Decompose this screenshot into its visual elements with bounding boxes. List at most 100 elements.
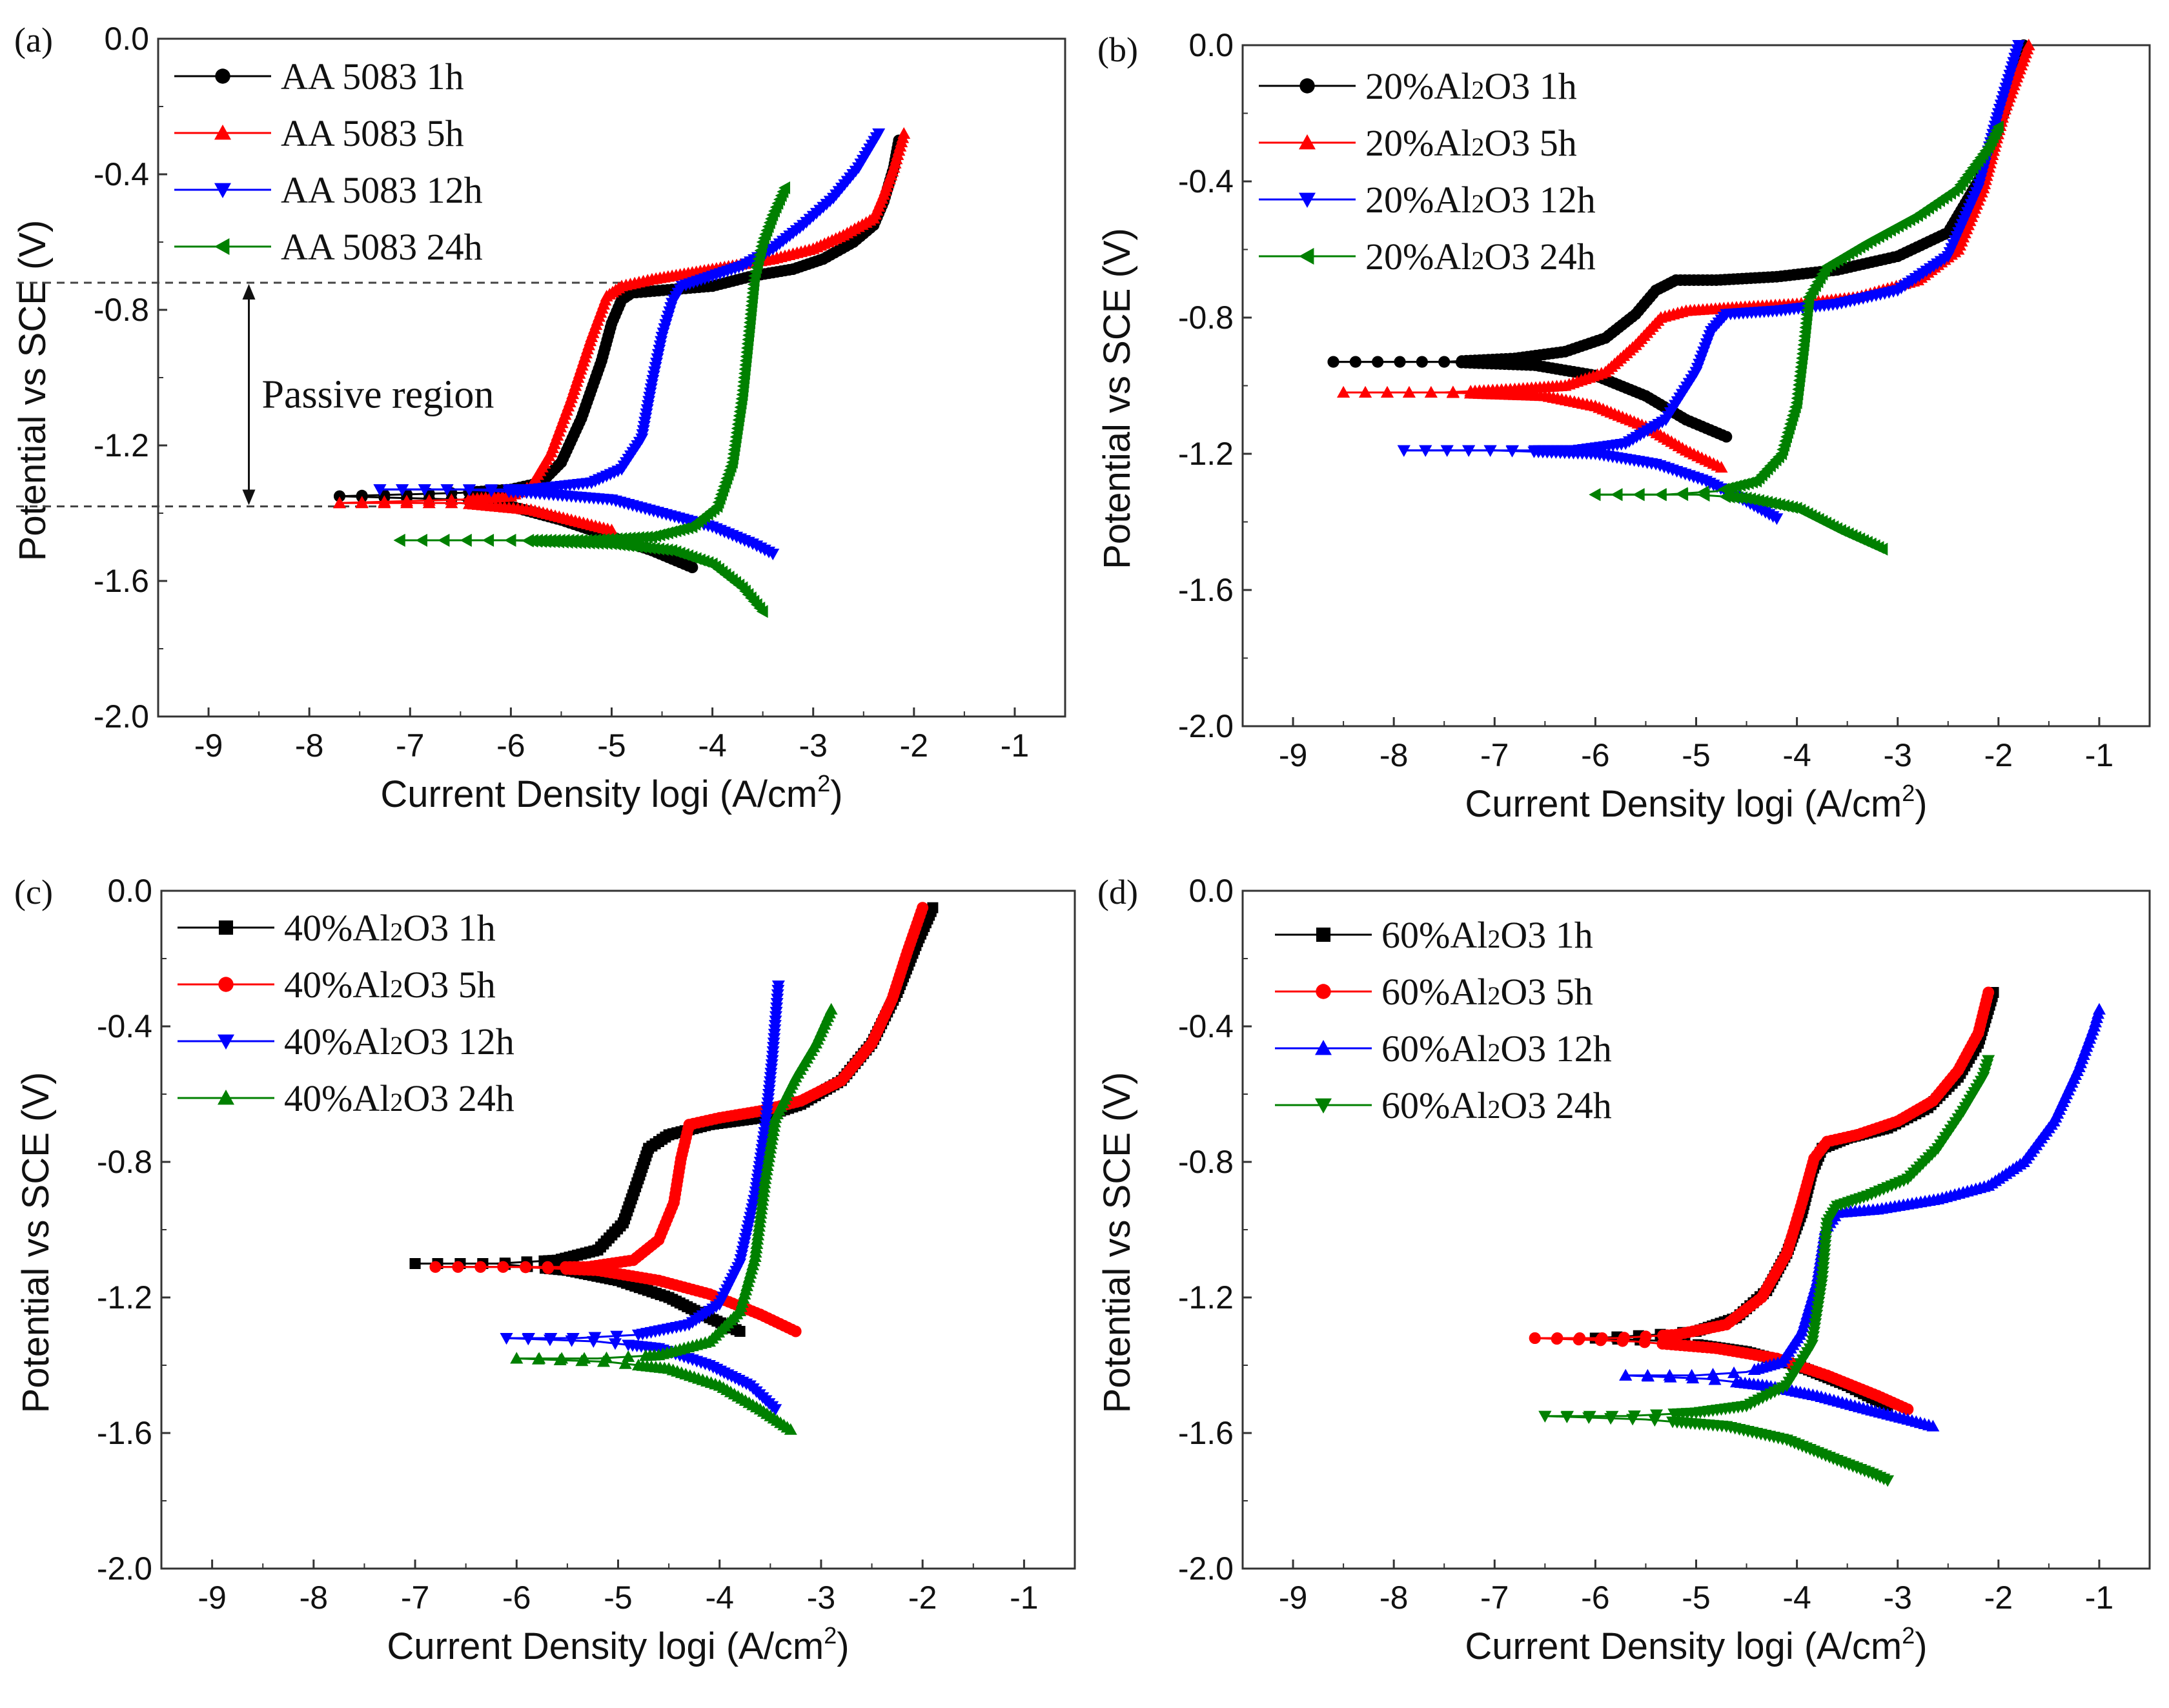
cathodic-data-point bbox=[1505, 445, 1519, 458]
series-60-al2o3-12h bbox=[1619, 1002, 2106, 1432]
cathodic-data-point bbox=[462, 484, 476, 496]
series-aa-5083-24h bbox=[393, 181, 791, 618]
cathodic-data-point bbox=[485, 485, 498, 498]
cathodic-data-point bbox=[418, 484, 431, 496]
cathodic-data-point bbox=[445, 496, 458, 509]
cathodic-data-point bbox=[1881, 1475, 1895, 1487]
legend-marker bbox=[214, 125, 231, 140]
cathodic-data-point bbox=[1440, 445, 1454, 457]
cathodic-data-point bbox=[734, 1326, 746, 1337]
x-tick-label: -2 bbox=[1984, 737, 2013, 773]
cathodic-data-point bbox=[1633, 488, 1645, 502]
y-tick-label: -2.0 bbox=[1178, 708, 1234, 744]
cathodic-data-point bbox=[543, 1334, 556, 1347]
x-tick-label: -1 bbox=[1010, 1580, 1038, 1616]
cathodic-data-point bbox=[618, 1357, 632, 1369]
legend-marker bbox=[214, 238, 230, 255]
x-tick-label: -6 bbox=[496, 727, 525, 764]
cathodic-data-point bbox=[597, 1355, 611, 1367]
cathodic-data-point bbox=[789, 1325, 802, 1337]
cathodic-branch-line bbox=[400, 539, 764, 613]
y-tick-label: -1.2 bbox=[1178, 1279, 1234, 1316]
x-tick-label: -1 bbox=[1001, 727, 1029, 764]
cathodic-data-point bbox=[1551, 1333, 1563, 1345]
cathodic-data-point bbox=[1611, 488, 1623, 502]
cathodic-data-point bbox=[1424, 386, 1438, 398]
series-40-al2o3-24h bbox=[510, 1002, 838, 1435]
anodic-data-point bbox=[2012, 40, 2026, 52]
legend-marker bbox=[218, 1034, 234, 1050]
x-tick-label: -8 bbox=[1380, 737, 1408, 773]
x-tick-label: -5 bbox=[1682, 737, 1710, 773]
y-tick-label: -0.8 bbox=[1178, 1144, 1234, 1180]
x-tick-label: -6 bbox=[1581, 1580, 1609, 1616]
x-axis-label: Current Density logi (A/cm2) bbox=[1465, 1622, 1927, 1667]
x-tick-label: -5 bbox=[604, 1580, 632, 1616]
y-axis-label: Potential vs SCE (V) bbox=[1096, 228, 1138, 569]
panel-label: (d) bbox=[1097, 873, 1138, 911]
legend-label: 60%Al2O3 5h bbox=[1381, 971, 1593, 1013]
cathodic-data-point bbox=[1902, 1403, 1914, 1416]
cathodic-data-point bbox=[1483, 445, 1497, 457]
anodic-data-point bbox=[872, 128, 886, 140]
series-60-al2o3-24h bbox=[1538, 1055, 1995, 1487]
legend-marker bbox=[1316, 984, 1331, 999]
anodic-data-point bbox=[824, 1002, 838, 1015]
x-tick-label: -9 bbox=[198, 1580, 226, 1616]
cathodic-data-point bbox=[1402, 386, 1416, 398]
passive-region-label: Passive region bbox=[262, 372, 494, 416]
panel-label: (c) bbox=[14, 873, 53, 911]
y-tick-label: -2.0 bbox=[1178, 1550, 1234, 1587]
x-tick-label: -7 bbox=[401, 1580, 429, 1616]
cathodic-data-point bbox=[1538, 1410, 1552, 1423]
anodic-data-point bbox=[1991, 120, 2004, 134]
cathodic-data-point bbox=[766, 549, 780, 560]
cathodic-data-point bbox=[1416, 356, 1428, 368]
y-tick-label: -0.8 bbox=[1178, 300, 1234, 336]
cathodic-data-point bbox=[1926, 1419, 1940, 1432]
cathodic-data-point bbox=[396, 484, 409, 496]
series-40-al2o3-5h bbox=[429, 902, 929, 1337]
anodic-data-point bbox=[779, 181, 791, 194]
cathodic-data-point bbox=[1594, 1334, 1607, 1347]
x-axis-label: Current Density logi (A/cm2) bbox=[380, 770, 842, 815]
x-axis-label: Current Density logi (A/cm2) bbox=[1465, 780, 1927, 825]
cathodic-data-point bbox=[1638, 1336, 1651, 1348]
panel-label: (a) bbox=[14, 21, 53, 59]
anodic-data-point bbox=[2022, 39, 2035, 50]
cathodic-data-point bbox=[1419, 445, 1432, 457]
cathodic-data-point bbox=[1337, 386, 1350, 398]
y-tick-label: -0.8 bbox=[97, 1144, 152, 1180]
legend-label: 40%Al2O3 5h bbox=[284, 964, 496, 1006]
x-tick-label: -2 bbox=[1984, 1580, 2013, 1616]
y-tick-label: -2.0 bbox=[94, 698, 149, 735]
cathodic-data-point bbox=[393, 534, 405, 547]
anodic-data-point bbox=[1727, 1366, 1741, 1378]
y-tick-label: -1.6 bbox=[1178, 1415, 1234, 1451]
cathodic-data-point bbox=[769, 1404, 782, 1416]
cathodic-data-point bbox=[542, 1262, 555, 1274]
legend: 60%Al2O3 1h 60%Al2O3 5h 60%Al2O3 12h 60%Al2… bbox=[1275, 914, 1612, 1126]
panel-b: -9 -8 -7 -6 -5 -4 -3 -2 -1 0.0 -0.4 -0.8 -1.2 -1.6 -2.… bbox=[1096, 27, 2151, 825]
legend-marker bbox=[215, 68, 230, 84]
cathodic-data-point bbox=[1676, 488, 1689, 502]
anodic-data-point bbox=[2092, 1002, 2106, 1015]
series-aa-5083-12h bbox=[373, 128, 886, 560]
anodic-data-point bbox=[897, 127, 911, 139]
y-axis-label: Potential vs SCE (V) bbox=[12, 220, 54, 562]
cathodic-data-point bbox=[1616, 1335, 1629, 1347]
cathodic-data-point bbox=[1573, 1334, 1585, 1346]
y-tick-label: 0.0 bbox=[107, 873, 152, 909]
cathodic-data-point bbox=[416, 534, 428, 547]
cathodic-data-point bbox=[1686, 1372, 1700, 1384]
series-40-al2o3-12h bbox=[500, 981, 785, 1416]
cathodic-data-point bbox=[1626, 1414, 1640, 1426]
cathodic-data-point bbox=[452, 1261, 464, 1273]
cathodic-data-point bbox=[1397, 445, 1410, 457]
legend: 40%Al2O3 1h 40%Al2O3 5h 40%Al2O3 12h 40%Al2… bbox=[178, 907, 514, 1119]
legend-label: AA 5083 24h bbox=[281, 226, 483, 268]
cathodic-data-point bbox=[1446, 386, 1460, 398]
anodic-data-point bbox=[1982, 1055, 1995, 1067]
x-tick-label: -8 bbox=[300, 1580, 328, 1616]
